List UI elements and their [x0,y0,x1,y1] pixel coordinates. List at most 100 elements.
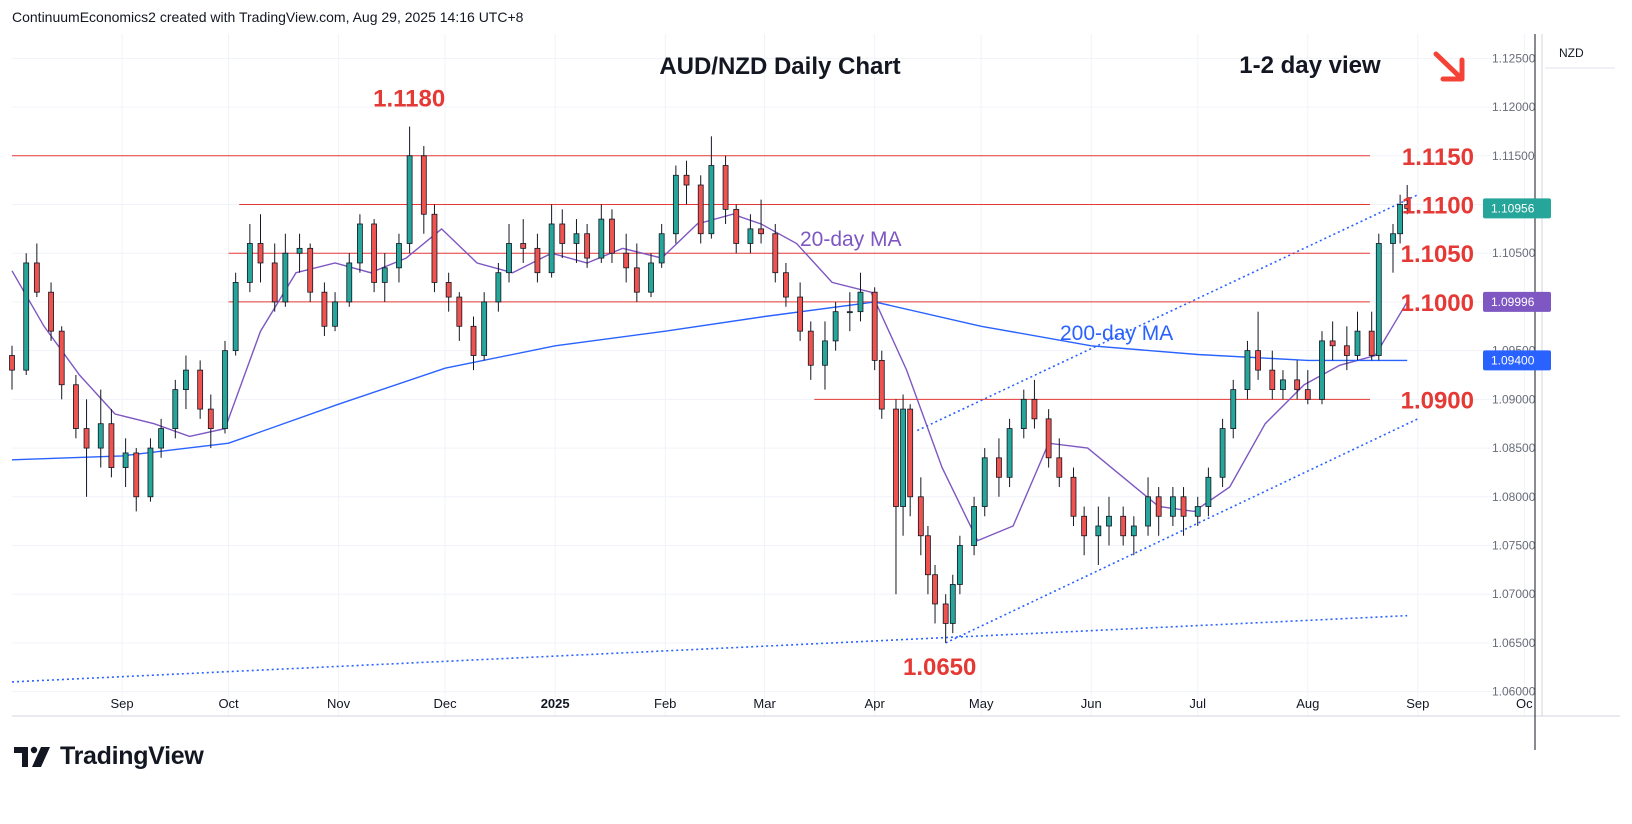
candle [296,233,303,273]
candle [747,214,754,254]
candle [1280,370,1286,400]
candle-body [23,262,30,371]
level-label: 1.1000 [1401,290,1474,317]
candle-body [573,233,580,244]
candle-body [133,452,140,498]
candle-body [1329,340,1336,347]
chart-header-text: ContinuumEconomics2 created with Trading… [12,9,524,25]
candle [900,394,906,536]
candle-body [296,247,303,254]
moving-averages-layer [11,213,1408,542]
candle [73,375,79,439]
candle-body [371,223,378,283]
candle [1205,467,1212,517]
tradingview-logo[interactable]: TradingView [14,742,204,771]
time-axis[interactable]: Sep Oct Nov Dec 2025 Feb Mar Apr May Jun Jul Aug Sep… [110,696,1533,711]
candle [246,223,253,293]
price-axis[interactable]: 1.125001.120001.115001.110001.105001.100… [1483,51,1551,699]
candle-body [1404,204,1411,209]
price-tag-bg [1483,291,1551,312]
candle [1194,496,1201,527]
candle-body [282,252,289,303]
candle-body [1294,379,1301,391]
candle-body [925,535,931,576]
candle [445,272,452,312]
candle-body [48,291,54,332]
candle-body [97,423,104,449]
arrow-down-right-icon [1433,51,1465,82]
candle-body [1244,350,1251,391]
candle-body [1169,496,1176,517]
candle [158,418,165,458]
candle-body [697,184,704,235]
candle-body [481,301,488,356]
candle [122,438,129,488]
candle-body [907,408,914,498]
candle-body [932,574,938,605]
candle-body [1155,496,1162,517]
x-tick-label: Dec [434,696,458,711]
candle [207,394,214,449]
candle-body [1145,496,1151,527]
price-tag-label: 1.09400 [1491,353,1535,367]
level-label: 1.1050 [1401,241,1474,268]
candle [942,594,949,643]
candle [1045,409,1052,468]
candle [783,262,789,307]
x-tick-label: May [969,696,994,711]
candle-body [122,452,129,468]
candle-body [307,247,314,293]
candle [307,243,314,302]
candle-body [147,447,154,498]
candle [1397,194,1403,244]
candle [1343,326,1350,371]
candle-body [1354,330,1361,356]
candle-body [548,223,555,274]
candle [584,223,591,268]
candle [658,223,665,268]
candle [1390,223,1396,273]
candle-body [1006,428,1013,478]
horizontal-levels-layer [12,155,1370,400]
candle [1404,185,1411,215]
candle-body [495,272,502,303]
candle-body [332,301,338,327]
candle-body [783,272,789,298]
candle [420,146,427,234]
candle-body [917,496,924,537]
candle [470,316,477,371]
candle [878,350,885,419]
candle [33,243,40,298]
candle [633,243,640,302]
candle [1294,360,1301,400]
candle-body [623,252,630,269]
candle-body [346,262,353,303]
candle-body [807,330,814,366]
candle [1155,487,1162,536]
candle-body [1343,345,1350,356]
y-tick-label: 1.10500 [1492,246,1536,260]
level-label: 1.0900 [1401,387,1474,414]
candle [932,564,938,624]
ma20-line [11,213,1408,542]
candle [925,526,931,595]
price-tag: 1.09996 [1483,291,1551,312]
candle [232,272,239,356]
x-tick-label: Apr [865,696,886,711]
candle [520,219,527,263]
candle-body [1255,350,1261,371]
candle [683,160,690,205]
candle [346,253,353,307]
candle-body [183,369,189,391]
candle-body [222,350,228,429]
candle [559,209,566,259]
candle-body [996,457,1002,478]
y-tick-label: 1.09000 [1492,392,1536,406]
candle [1169,487,1176,527]
candle-body [33,262,40,293]
candle [917,477,924,556]
candle-body [1269,369,1276,391]
price-tag-bg [1483,198,1551,219]
candle-body [846,311,853,314]
